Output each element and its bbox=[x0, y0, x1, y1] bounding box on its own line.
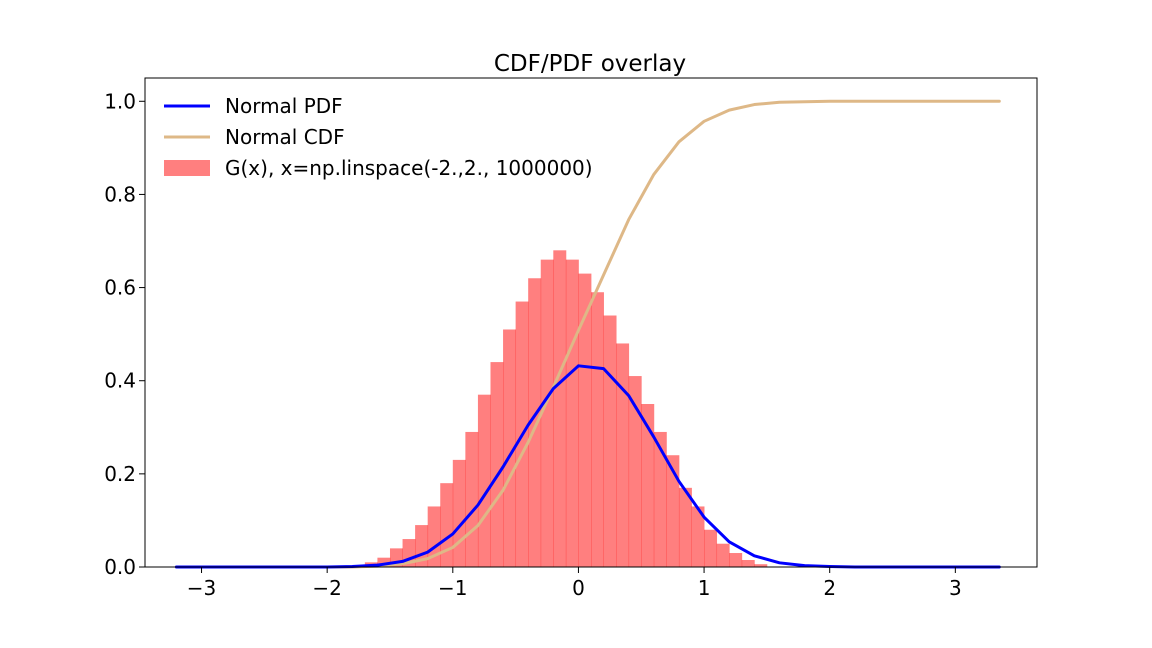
legend-entry-pdf: Normal PDF bbox=[225, 94, 343, 118]
x-tick-label: 0 bbox=[572, 576, 585, 600]
cdf-series-line bbox=[174, 99, 1001, 569]
y-tick-label: 1.0 bbox=[104, 89, 136, 113]
histogram-bar bbox=[377, 557, 391, 567]
histogram-bar bbox=[503, 329, 517, 567]
histogram-bar bbox=[754, 564, 768, 567]
histogram-bar bbox=[628, 376, 642, 567]
histogram-bar bbox=[591, 292, 604, 567]
x-tick-label: 2 bbox=[823, 576, 836, 600]
x-tick-label: 1 bbox=[698, 576, 711, 600]
histogram-bar bbox=[678, 487, 692, 567]
histogram-bar bbox=[427, 506, 441, 567]
histogram-bar bbox=[465, 431, 479, 567]
legend-entry-cdf: Normal CDF bbox=[225, 125, 345, 149]
legend-entry-histogram: G(x), x=np.linspace(-2.,2., 1000000) bbox=[225, 156, 593, 180]
histogram-bar bbox=[716, 543, 730, 567]
legend: Normal PDF Normal CDF G(x), x=np.linspace(… bbox=[164, 94, 593, 180]
x-tick-label: −2 bbox=[312, 576, 341, 600]
histogram-bar bbox=[666, 455, 680, 567]
y-tick-label: 0.0 bbox=[104, 555, 136, 579]
legend-swatch bbox=[164, 160, 210, 176]
histogram-bar bbox=[653, 431, 667, 567]
y-tick-label: 0.6 bbox=[104, 276, 136, 300]
plot-area bbox=[174, 99, 1001, 569]
x-axis: −3 −2 −1 0 1 2 3 bbox=[187, 567, 962, 600]
histogram-bar bbox=[452, 459, 466, 567]
y-tick-label: 0.2 bbox=[104, 462, 136, 486]
y-tick-label: 0.4 bbox=[104, 369, 136, 393]
pdf-series-line bbox=[174, 364, 1001, 569]
histogram-bar bbox=[490, 362, 504, 567]
histogram-bar bbox=[540, 259, 554, 567]
y-axis: 0.0 0.2 0.4 0.6 0.8 1.0 bbox=[104, 89, 145, 579]
x-tick-label: −3 bbox=[187, 576, 216, 600]
histogram-bar bbox=[477, 394, 491, 567]
histogram-bar bbox=[578, 273, 592, 567]
chart-title: CDF/PDF overlay bbox=[494, 51, 686, 77]
histogram-bar bbox=[565, 259, 579, 567]
axes-frame bbox=[144, 77, 1038, 568]
y-tick-label: 0.8 bbox=[104, 182, 136, 206]
histogram-bar bbox=[729, 553, 743, 567]
histogram-bar bbox=[528, 278, 542, 567]
x-tick-label: −1 bbox=[438, 576, 467, 600]
histogram-bar bbox=[553, 250, 567, 568]
x-tick-label: 3 bbox=[949, 576, 962, 600]
histogram-bar bbox=[741, 560, 755, 567]
histogram-bar bbox=[440, 483, 454, 567]
histogram-bar bbox=[641, 404, 655, 567]
histogram-bar bbox=[704, 529, 718, 567]
histogram-bar bbox=[616, 343, 630, 567]
histogram-bar bbox=[691, 506, 705, 567]
histogram-bar bbox=[603, 315, 617, 567]
